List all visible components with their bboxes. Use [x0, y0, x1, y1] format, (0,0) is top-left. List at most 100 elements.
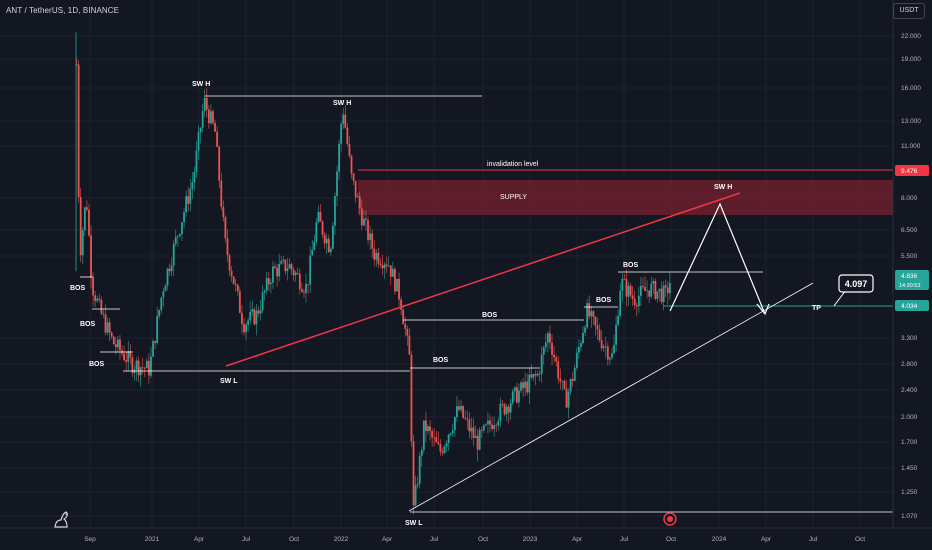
- candle-body: [658, 288, 661, 292]
- candle-body: [416, 483, 419, 486]
- currency-button[interactable]: USDT: [893, 3, 925, 19]
- candle-body: [152, 341, 154, 357]
- candle-body: [363, 218, 365, 226]
- symbol-title[interactable]: ANT / TetherUS, 1D, BINANCE: [6, 6, 120, 15]
- grid: [0, 0, 893, 528]
- candle-body: [478, 429, 481, 450]
- candle-body: [327, 238, 330, 253]
- candle-body: [263, 290, 266, 293]
- candle-body: [660, 288, 663, 303]
- candle-body: [414, 485, 417, 506]
- candle-body: [604, 346, 607, 348]
- price-axis[interactable]: 22.000 19.000 16.000 13.000 11.000 8.000…: [892, 0, 929, 528]
- tp-price-badge: [895, 300, 929, 311]
- time-tick: 2024: [712, 536, 727, 543]
- candle-body: [472, 427, 475, 438]
- candle-body: [383, 264, 386, 269]
- candle-body: [228, 255, 231, 271]
- candle-body: [294, 272, 297, 276]
- price-tick: 19.000: [901, 56, 921, 63]
- candle-body: [137, 360, 140, 376]
- time-tick: Oct: [666, 536, 676, 543]
- price-tick: 16.000: [901, 85, 921, 92]
- candle-body: [303, 291, 305, 293]
- candle-body: [592, 311, 595, 317]
- candle-body: [642, 285, 644, 287]
- price-callout[interactable]: 4.097: [833, 274, 874, 307]
- candle-body: [487, 420, 489, 425]
- candle-body: [257, 310, 260, 314]
- price-tick: 8.000: [901, 195, 918, 202]
- candle-body: [549, 333, 551, 343]
- candle-body: [515, 387, 518, 403]
- candle-body: [276, 268, 278, 277]
- supply-zone[interactable]: [358, 180, 893, 215]
- candle-body: [234, 283, 237, 286]
- candle-body: [489, 420, 491, 425]
- candle-body: [565, 388, 568, 408]
- candle-body: [625, 278, 628, 297]
- candle-body: [540, 354, 543, 374]
- candle-body: [112, 336, 115, 345]
- candle-body: [150, 356, 152, 376]
- candle-body: [617, 315, 620, 325]
- bos-label-2: BOS: [80, 321, 96, 328]
- candle-body: [575, 352, 578, 368]
- candle-body: [148, 360, 150, 376]
- time-tick: 2023: [523, 536, 538, 543]
- candle-body: [480, 429, 483, 431]
- candle-body: [243, 323, 245, 333]
- candle-body: [466, 418, 469, 420]
- white-trendline[interactable]: [408, 282, 814, 512]
- candle-body: [664, 285, 667, 288]
- candle-body: [214, 122, 216, 132]
- candle-body: [652, 280, 655, 284]
- last-price-badge: [895, 270, 929, 290]
- candle-body: [420, 449, 423, 456]
- candle-body: [174, 236, 177, 244]
- time-tick: Jul: [809, 536, 818, 543]
- candle-body: [230, 270, 233, 277]
- candle-body: [513, 387, 516, 392]
- candle-body: [385, 264, 388, 267]
- candle-body: [621, 278, 624, 291]
- candle-body: [292, 269, 295, 276]
- candle-body: [551, 342, 553, 355]
- candle-body: [476, 435, 479, 450]
- candle-body: [435, 437, 438, 443]
- candle-body: [319, 211, 322, 222]
- candle-body: [637, 295, 640, 307]
- candle-body: [212, 111, 214, 123]
- candle-body: [429, 426, 431, 432]
- candle-body: [145, 360, 148, 369]
- candle-body: [484, 424, 487, 426]
- bos-label-1: BOS: [70, 285, 86, 292]
- candle-body: [119, 339, 121, 351]
- candle-body: [532, 374, 535, 378]
- candle-body: [619, 290, 622, 316]
- candle-body: [635, 305, 638, 307]
- candle-body: [220, 180, 223, 207]
- candle-body: [408, 335, 411, 355]
- countdown-text: 14:30:53: [899, 283, 920, 289]
- candle-body: [267, 278, 270, 285]
- price-tick: 2.800: [901, 361, 918, 368]
- candle-body: [422, 420, 425, 450]
- candle-body: [195, 150, 198, 173]
- candle-body: [650, 283, 653, 297]
- bos-label-6: BOS: [596, 297, 612, 304]
- price-tick: 1.250: [901, 489, 918, 496]
- candle-body: [259, 310, 262, 314]
- red-trendline[interactable]: [225, 192, 741, 367]
- candle-body: [586, 303, 589, 328]
- candle-body: [379, 263, 382, 266]
- candle-body: [365, 218, 367, 220]
- candle-body: [584, 327, 586, 333]
- candle-body: [282, 259, 285, 262]
- event-marker-icon[interactable]: [663, 512, 677, 526]
- candle-body: [474, 435, 477, 438]
- time-axis[interactable]: Sep 2021 Apr Jul Oct 2022 Apr Jul Oct 20…: [0, 527, 932, 543]
- time-tick: Apr: [382, 536, 393, 543]
- candle-body: [135, 360, 138, 370]
